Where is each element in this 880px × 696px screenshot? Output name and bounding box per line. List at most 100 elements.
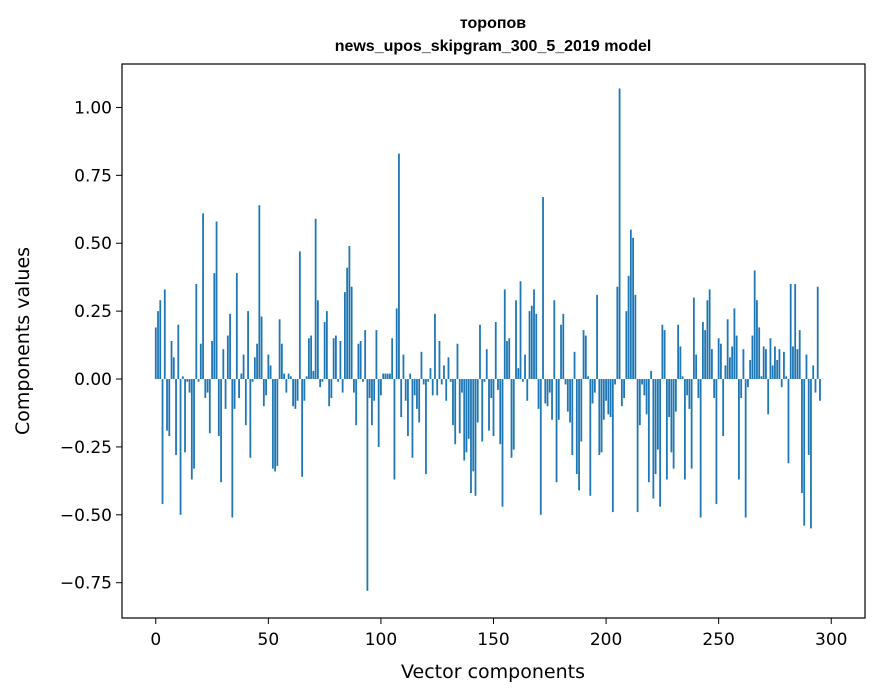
bar <box>701 321 704 380</box>
bar <box>431 379 434 396</box>
bar <box>501 379 504 507</box>
bar <box>289 376 292 380</box>
bar <box>627 275 630 380</box>
bar <box>753 270 756 380</box>
bar <box>747 379 749 388</box>
bar <box>283 373 286 380</box>
bar <box>359 341 362 380</box>
y-tick-label: −0.50 <box>60 506 112 526</box>
bar <box>632 237 634 380</box>
bar <box>510 379 513 458</box>
bar <box>629 229 632 380</box>
bar <box>530 305 533 380</box>
bar <box>481 379 484 442</box>
bar <box>226 335 229 380</box>
x-tick-label: 200 <box>590 630 622 650</box>
bar <box>573 351 576 380</box>
bar <box>587 376 589 380</box>
bar <box>564 379 567 385</box>
bar <box>805 354 808 380</box>
bar <box>373 379 376 401</box>
bar <box>641 379 643 385</box>
bar <box>801 379 803 494</box>
bar <box>177 324 180 380</box>
bar <box>474 379 477 496</box>
bar <box>285 379 288 393</box>
y-axis-label: Components values <box>12 247 34 435</box>
bar <box>456 343 459 380</box>
bar <box>803 379 806 526</box>
bar <box>611 379 614 513</box>
x-tick-label: 250 <box>702 630 734 650</box>
bar <box>708 289 711 380</box>
bar <box>720 343 722 380</box>
bar <box>188 379 191 393</box>
bar <box>546 379 549 407</box>
bars-group <box>154 88 821 591</box>
bar <box>389 373 391 380</box>
bar <box>697 379 700 399</box>
bar <box>614 379 616 385</box>
bar <box>783 351 785 380</box>
bar <box>762 346 765 380</box>
bar <box>163 289 166 380</box>
bar <box>731 346 734 380</box>
bar <box>190 379 193 480</box>
bar <box>562 313 565 380</box>
bar <box>398 153 400 380</box>
bar <box>602 379 605 420</box>
bar <box>402 354 405 380</box>
bar <box>760 376 763 380</box>
bar <box>555 379 558 483</box>
bar <box>274 379 276 472</box>
bar <box>449 379 452 382</box>
bar <box>224 379 227 409</box>
bar <box>681 376 684 380</box>
bar <box>409 373 412 380</box>
bar <box>440 379 443 385</box>
bar <box>589 379 592 496</box>
bar <box>686 379 689 396</box>
bar <box>744 379 747 518</box>
bar <box>416 379 418 409</box>
x-tick-label: 100 <box>365 630 397 650</box>
bar <box>670 379 673 453</box>
bar <box>443 365 445 380</box>
bar <box>447 357 450 380</box>
bar <box>494 321 497 380</box>
bar <box>537 379 540 409</box>
bar <box>413 379 416 396</box>
bar <box>319 379 322 388</box>
bar <box>303 379 306 401</box>
bar <box>472 379 475 472</box>
bar <box>418 379 421 423</box>
bar <box>816 286 819 380</box>
bar <box>154 327 157 380</box>
bar <box>377 379 380 447</box>
y-tick-label: 0.00 <box>74 370 112 390</box>
bar <box>276 379 279 466</box>
bar <box>366 379 369 591</box>
bar <box>776 360 779 380</box>
bar <box>400 379 403 418</box>
bar <box>350 286 353 380</box>
bar <box>751 335 754 380</box>
bar <box>269 365 272 380</box>
bar <box>353 379 355 393</box>
x-tick-label: 50 <box>258 630 280 650</box>
bar <box>258 205 261 380</box>
bar <box>213 273 216 380</box>
bar <box>638 379 641 426</box>
bar <box>499 379 502 445</box>
bar <box>674 379 677 412</box>
bar <box>292 379 295 407</box>
bar <box>749 360 752 380</box>
bar <box>368 379 371 399</box>
bar <box>551 379 553 420</box>
bar <box>668 379 671 418</box>
bar <box>238 379 240 399</box>
bar <box>312 370 315 380</box>
bar <box>724 365 727 380</box>
bar <box>580 379 583 442</box>
bar <box>256 343 258 380</box>
